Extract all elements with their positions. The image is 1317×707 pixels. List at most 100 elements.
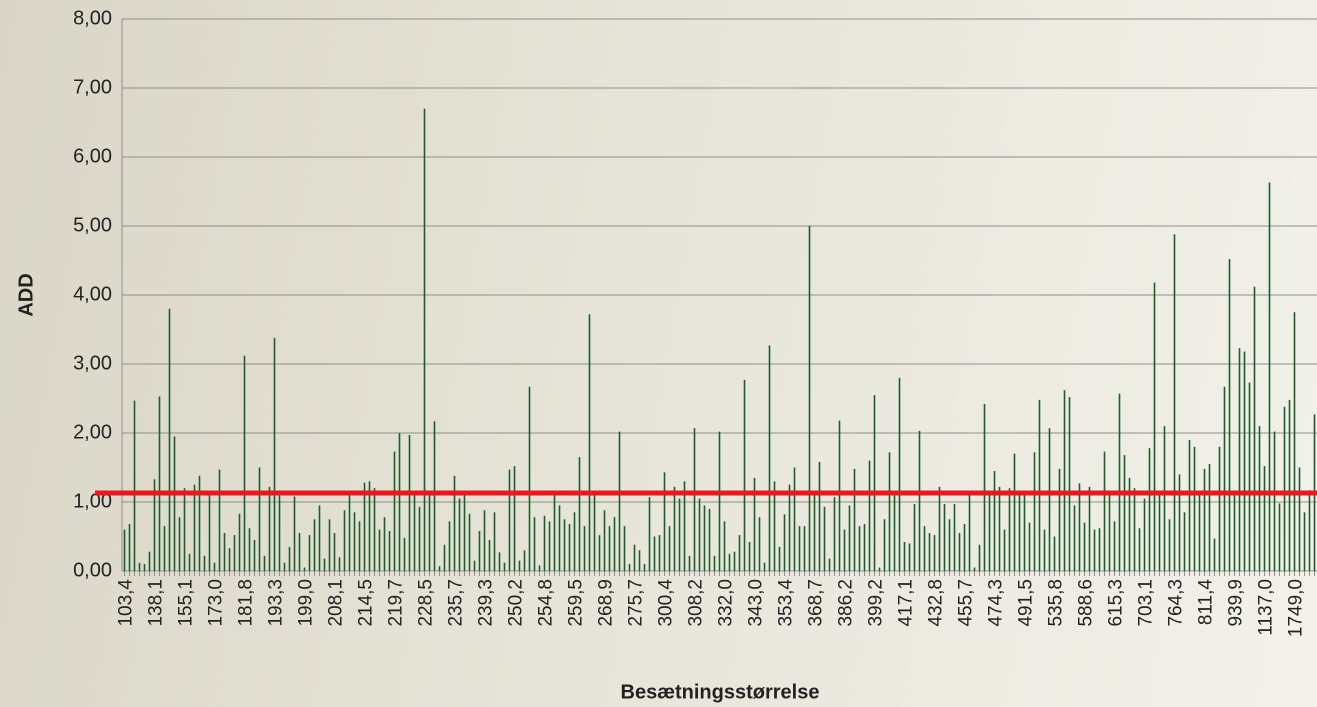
bar	[659, 535, 661, 571]
bar	[1029, 523, 1031, 571]
bar	[274, 338, 276, 571]
bar	[854, 469, 856, 571]
bar	[1184, 512, 1186, 571]
bar	[864, 524, 866, 571]
bar	[1174, 234, 1176, 571]
bar	[289, 547, 291, 571]
x-tick-label: 399,2	[866, 579, 887, 627]
bar	[574, 512, 576, 571]
bar	[1124, 455, 1126, 571]
bar	[279, 495, 281, 571]
bar	[1264, 466, 1266, 571]
bar	[499, 552, 501, 571]
bar	[559, 505, 561, 571]
x-tick-label: 386,2	[836, 579, 857, 627]
page: ADD Besætningsstørrelse 0,001,002,003,00…	[0, 0, 1317, 707]
bar	[374, 488, 376, 571]
x-tick-label: 181,8	[236, 579, 257, 627]
x-tick-label: 219,7	[386, 579, 407, 627]
y-tick-label: 3,00	[73, 352, 112, 374]
x-tick-label: 235,7	[446, 579, 467, 627]
bar	[554, 495, 556, 571]
bar	[699, 499, 701, 571]
bar	[674, 487, 676, 571]
x-tick-label: 228,5	[416, 579, 437, 627]
x-tick-label: 250,2	[506, 579, 527, 627]
x-tick-label: 103,4	[116, 579, 137, 627]
bar	[964, 524, 966, 571]
bar	[1299, 468, 1301, 572]
x-tick-label: 939,9	[1226, 579, 1247, 627]
bar	[1099, 528, 1101, 571]
bar	[294, 496, 296, 571]
bar	[399, 433, 401, 571]
bar	[314, 519, 316, 571]
bar	[789, 485, 791, 571]
bar	[719, 432, 721, 571]
bar	[349, 495, 351, 571]
bar	[1104, 452, 1106, 571]
bar	[199, 476, 201, 571]
x-tick-label: 474,3	[986, 579, 1007, 627]
bar	[614, 517, 616, 571]
bar	[744, 380, 746, 571]
bar	[389, 531, 391, 571]
bar	[309, 535, 311, 571]
bar	[654, 537, 656, 572]
bar	[259, 468, 261, 572]
bar	[504, 563, 506, 571]
bar	[1039, 400, 1041, 571]
bar	[1149, 448, 1151, 571]
bar	[1239, 348, 1241, 571]
bar	[1269, 183, 1271, 571]
bar	[999, 487, 1001, 571]
x-tick-label: 300,4	[656, 579, 677, 627]
bar	[1054, 537, 1056, 572]
y-tick-label: 6,00	[73, 145, 112, 167]
x-tick-label: 275,7	[626, 579, 647, 627]
bar	[794, 468, 796, 572]
bar	[494, 512, 496, 571]
bar	[304, 568, 306, 571]
bar	[1134, 488, 1136, 571]
x-tick-label: 199,0	[296, 579, 317, 627]
bar	[214, 563, 216, 571]
bar	[1019, 495, 1021, 571]
bar	[194, 485, 196, 571]
bar	[539, 565, 541, 571]
bar	[1119, 394, 1121, 571]
bar	[704, 505, 706, 571]
bar	[234, 535, 236, 571]
bar	[1259, 426, 1261, 571]
bar	[1164, 426, 1166, 571]
bar	[584, 526, 586, 571]
bar	[1309, 490, 1311, 571]
bar	[409, 435, 411, 571]
bar	[924, 526, 926, 571]
x-tick-label: 268,9	[596, 579, 617, 627]
bar	[529, 387, 531, 571]
bar	[1159, 495, 1161, 571]
bar	[1244, 352, 1246, 571]
bar	[174, 436, 176, 571]
bar	[269, 487, 271, 571]
y-tick-label: 0,00	[73, 559, 112, 581]
bar	[1064, 390, 1066, 571]
y-tick-label: 8,00	[73, 7, 112, 29]
x-tick-label: 455,7	[956, 579, 977, 627]
bar	[544, 516, 546, 571]
bar	[1249, 383, 1251, 571]
bar	[379, 530, 381, 571]
bar	[884, 519, 886, 571]
bar	[339, 557, 341, 571]
bar	[264, 556, 266, 571]
bar	[1204, 469, 1206, 571]
bar	[1144, 499, 1146, 571]
bar	[474, 561, 476, 571]
bar	[479, 531, 481, 571]
x-tick-label: 138,1	[146, 579, 167, 627]
bar	[284, 563, 286, 571]
bar	[944, 504, 946, 571]
bar	[569, 524, 571, 571]
x-axis-title: Besætningsstørrelse	[621, 681, 820, 703]
